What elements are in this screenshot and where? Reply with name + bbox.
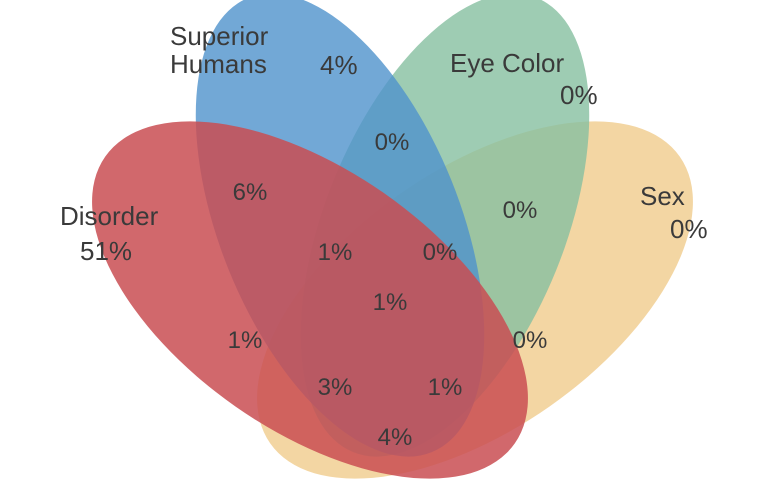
region-ac: 1% bbox=[228, 327, 263, 354]
set-eye-color-label: Eye Color bbox=[450, 48, 564, 78]
region-abcd: 1% bbox=[373, 289, 408, 316]
region-bcd: 0% bbox=[423, 239, 458, 266]
set-superior-humans-pct: 4% bbox=[320, 50, 358, 80]
region-bd: 0% bbox=[513, 327, 548, 354]
region-acd: 1% bbox=[428, 374, 463, 401]
set-sex-pct: 0% bbox=[670, 214, 708, 244]
region-abc: 1% bbox=[318, 239, 353, 266]
set-eye-color-pct: 0% bbox=[560, 80, 598, 110]
set-superior-humans-label: Superior Humans bbox=[170, 21, 276, 79]
region-abd: 3% bbox=[318, 374, 353, 401]
set-disorder-pct: 51% bbox=[80, 236, 132, 266]
set-sex-label: Sex bbox=[640, 181, 685, 211]
region-cd: 0% bbox=[503, 197, 538, 224]
region-bc: 0% bbox=[375, 129, 410, 156]
region-ad: 4% bbox=[378, 424, 413, 451]
set-disorder-label: Disorder bbox=[60, 201, 159, 231]
region-ab: 6% bbox=[233, 179, 268, 206]
